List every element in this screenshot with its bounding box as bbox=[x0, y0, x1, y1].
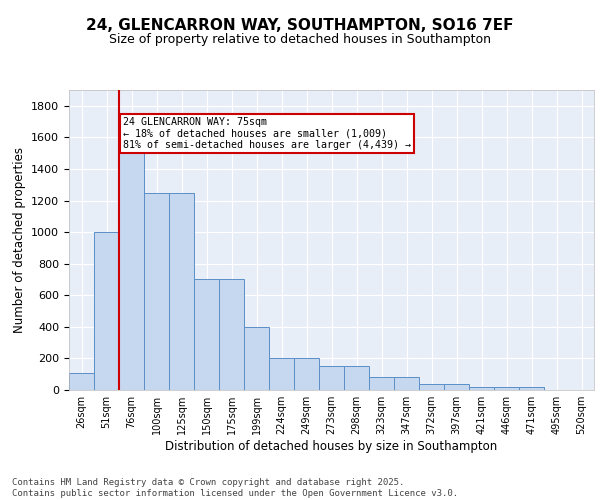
Y-axis label: Number of detached properties: Number of detached properties bbox=[13, 147, 26, 333]
Text: Contains HM Land Registry data © Crown copyright and database right 2025.
Contai: Contains HM Land Registry data © Crown c… bbox=[12, 478, 458, 498]
Text: 24 GLENCARRON WAY: 75sqm
← 18% of detached houses are smaller (1,009)
81% of sem: 24 GLENCARRON WAY: 75sqm ← 18% of detach… bbox=[123, 117, 411, 150]
Bar bbox=[194, 280, 219, 390]
Bar bbox=[419, 384, 444, 390]
Bar bbox=[69, 374, 94, 390]
Bar bbox=[269, 358, 294, 390]
Bar bbox=[94, 232, 119, 390]
Bar bbox=[369, 378, 394, 390]
Bar bbox=[519, 387, 544, 390]
Bar bbox=[344, 366, 369, 390]
Bar bbox=[319, 366, 344, 390]
Bar bbox=[144, 192, 169, 390]
Bar bbox=[169, 192, 194, 390]
Bar bbox=[444, 384, 469, 390]
Bar bbox=[119, 153, 144, 390]
Bar bbox=[469, 387, 494, 390]
Text: Size of property relative to detached houses in Southampton: Size of property relative to detached ho… bbox=[109, 32, 491, 46]
Text: 24, GLENCARRON WAY, SOUTHAMPTON, SO16 7EF: 24, GLENCARRON WAY, SOUTHAMPTON, SO16 7E… bbox=[86, 18, 514, 32]
Bar bbox=[294, 358, 319, 390]
X-axis label: Distribution of detached houses by size in Southampton: Distribution of detached houses by size … bbox=[166, 440, 497, 453]
Bar bbox=[494, 387, 519, 390]
Bar bbox=[219, 280, 244, 390]
Bar bbox=[244, 327, 269, 390]
Bar bbox=[394, 378, 419, 390]
